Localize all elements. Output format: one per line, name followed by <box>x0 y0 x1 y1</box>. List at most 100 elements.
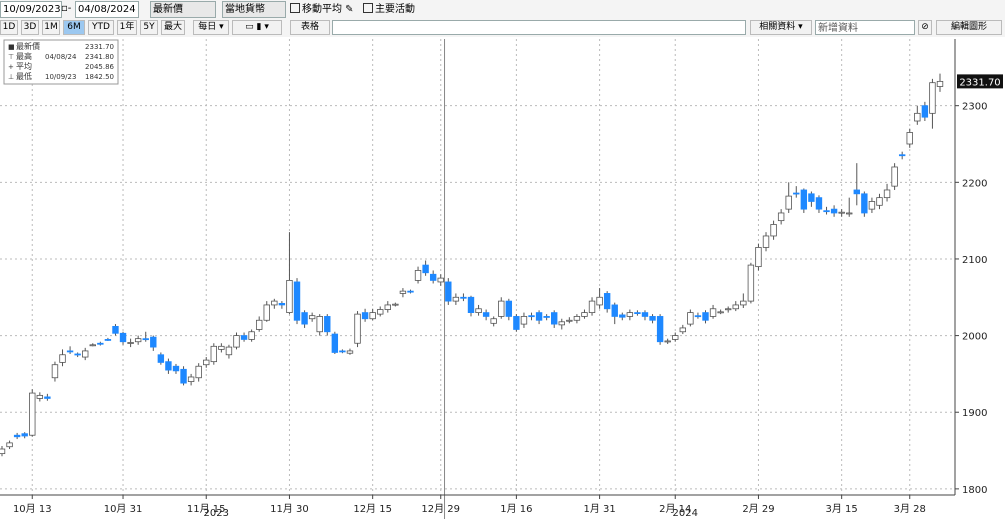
x-tick-label: 3月 28 <box>894 503 926 515</box>
candle-body <box>891 166 898 187</box>
candle-body <box>785 195 792 210</box>
x-tick-label: 12月 29 <box>421 503 460 515</box>
candle-body <box>225 346 233 356</box>
candle-body <box>44 396 51 399</box>
candle-body <box>603 293 611 310</box>
candle-body <box>588 300 596 313</box>
legend-value: 1842.50 <box>85 73 114 81</box>
candle-body <box>59 354 66 363</box>
y-tick-label: 2300 <box>962 102 987 113</box>
candle-body <box>255 319 263 330</box>
candle-body <box>331 333 339 353</box>
candle-body <box>929 82 936 114</box>
y-tick-label: 1800 <box>962 485 987 496</box>
candle-body <box>830 208 838 214</box>
year-label: 2023 <box>204 508 229 519</box>
candle-body <box>808 193 815 202</box>
candle-body <box>293 281 301 321</box>
candle-body <box>672 335 679 340</box>
add-data[interactable]: 新增資料 <box>815 20 915 35</box>
search-box[interactable] <box>332 20 746 35</box>
x-tick-label: 10月 13 <box>13 503 52 515</box>
end-date[interactable]: 04/08/2024 <box>75 1 139 18</box>
last-price-label: 2331.70 <box>959 77 1000 88</box>
candle-body <box>838 211 845 214</box>
period-button[interactable]: 最大 <box>161 20 185 35</box>
candle-body <box>664 340 671 343</box>
candle-body <box>452 296 460 302</box>
candle-body <box>846 212 853 215</box>
period-button[interactable]: 5Y <box>140 20 158 35</box>
price-field[interactable]: 最新價 <box>150 1 216 18</box>
candle-body <box>203 359 210 366</box>
candle-body <box>414 270 422 281</box>
candle-body <box>921 105 929 118</box>
key-events[interactable]: 主要活動 <box>363 2 423 17</box>
candle-body <box>626 312 634 317</box>
candle-body <box>558 321 565 326</box>
candle-body <box>195 365 202 379</box>
candle-body <box>755 247 762 268</box>
candle-body <box>762 235 770 248</box>
x-tick-label: 10月 31 <box>104 503 143 515</box>
draw-tools[interactable]: ▭ ▮ ▾ <box>232 20 282 35</box>
period-button[interactable]: 3D <box>21 20 39 35</box>
candle-body <box>596 296 603 306</box>
candle-body <box>815 197 823 210</box>
legend-symbol: ⊤ <box>8 53 14 61</box>
candle-body <box>551 312 558 325</box>
candle-body <box>694 315 702 318</box>
table-button[interactable]: 表格 <box>290 20 330 35</box>
legend-name: 最新價 <box>16 41 40 51</box>
candle-body <box>369 312 376 320</box>
candle-body <box>422 264 429 274</box>
candle-body <box>142 338 149 341</box>
legend: ■ 最新價 2331.70 ⊤ 最高 04/08/24 2341.80 + 平均 2045.86 ⊥… <box>3 39 119 85</box>
candle-body <box>407 290 414 293</box>
chart: 1800 1900 2000 2100 2200 2300 10月 13 10月 31 11月 … <box>0 37 1005 519</box>
candle-body <box>119 332 127 343</box>
candle-body <box>248 331 255 340</box>
candle-body <box>399 290 407 294</box>
candle-body <box>89 344 96 347</box>
period-button[interactable]: 1D <box>0 20 18 35</box>
moving-average-label: 移動平均 <box>302 4 342 15</box>
toolbar: 10/09/2023 ▫- 04/08/2024 最新價 當地貨幣 移動平均 ✎… <box>0 0 1005 38</box>
candle-body <box>36 394 44 399</box>
candle-body <box>490 318 497 324</box>
key-events-label: 主要活動 <box>375 4 415 15</box>
period-button[interactable]: 1M <box>42 20 60 35</box>
x-tick-label: 11月 15 <box>187 503 226 515</box>
candle-body <box>271 300 278 306</box>
x-tick-label: 2月 14 <box>659 503 691 515</box>
candle-body <box>233 335 240 348</box>
candle-body <box>853 189 860 195</box>
legend-box <box>3 39 119 85</box>
start-date[interactable]: 10/09/2023 <box>0 1 62 18</box>
candle-body <box>702 312 709 321</box>
frequency[interactable]: 每日 ▾ <box>193 20 229 35</box>
candle-body <box>134 338 142 343</box>
candle-body <box>218 345 225 350</box>
candle-body <box>13 434 21 438</box>
period-button[interactable]: 1年 <box>117 20 137 35</box>
candle-body <box>66 350 74 353</box>
candle-body <box>709 308 717 317</box>
candle-body <box>876 197 883 206</box>
related-button[interactable]: 相關資料 ▾ <box>750 20 812 35</box>
clear-button[interactable]: ⊘ <box>918 20 932 35</box>
moving-average[interactable]: 移動平均 ✎ <box>290 2 360 17</box>
x-tick-label: 12月 15 <box>353 503 392 515</box>
legend-symbol: + <box>8 63 14 71</box>
candle-body <box>861 193 868 214</box>
period-button[interactable]: YTD <box>88 20 114 35</box>
candle-body <box>445 281 452 302</box>
legend-symbol: ■ <box>8 43 15 51</box>
edit-chart[interactable]: 編輯圖形 <box>936 20 1002 35</box>
candle-body <box>339 350 346 353</box>
currency[interactable]: 當地貨幣 <box>222 1 286 18</box>
candle-body <box>498 300 505 317</box>
candle-body <box>793 192 800 195</box>
legend-name: 平均 <box>16 61 32 71</box>
period-button[interactable]: 6M <box>63 20 85 35</box>
